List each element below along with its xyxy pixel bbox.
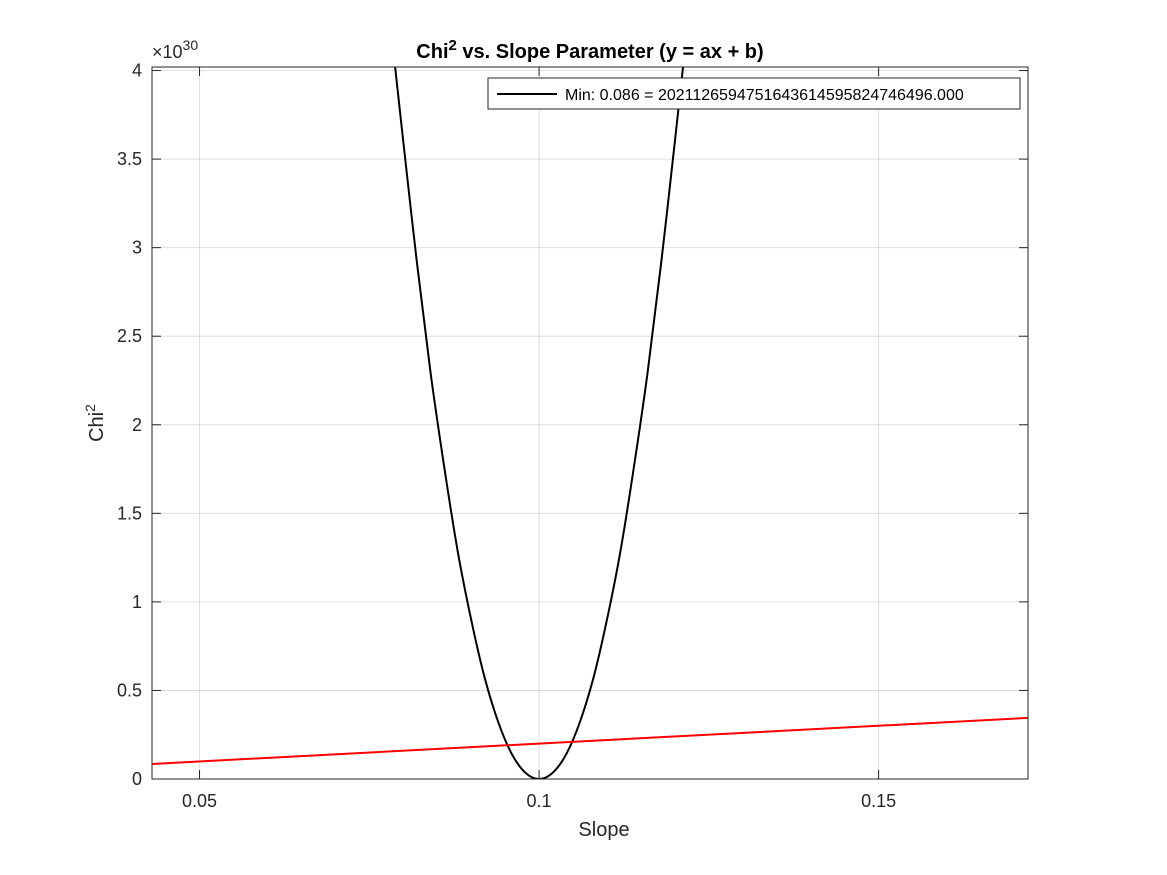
- y-exponent-label: ×1030: [152, 37, 198, 62]
- plot-border: [151, 66, 1029, 780]
- x-grid: [199, 67, 880, 779]
- y-tick-label: 1.5: [117, 503, 142, 523]
- y-tick-label: 4: [132, 61, 142, 81]
- y-grid: [152, 70, 1028, 780]
- y-tick-label: 0: [132, 769, 142, 789]
- y-exponent-value: 30: [183, 37, 199, 53]
- legend-box: [487, 77, 1021, 110]
- legend: Min: 0.086 = 202112659475164361459582474…: [487, 77, 1021, 110]
- x-ticks: 0.05 0.1 0.15: [182, 67, 896, 811]
- y-ticks: 0 0.5 1 1.5 2 2.5 3 3.5 4: [117, 61, 1028, 789]
- chart-title-main: Chi: [416, 41, 448, 63]
- chart-title: Chi2 vs. Slope Parameter (y = ax + b): [416, 37, 763, 63]
- y-tick-label: 2: [132, 415, 142, 435]
- plot-area: [152, 67, 1028, 779]
- chart-title-rest: vs. Slope Parameter (y = ax + b): [457, 41, 764, 63]
- y-tick-label: 0.5: [117, 680, 142, 700]
- x-tick-label: 0.1: [527, 791, 552, 811]
- y-axis-label: Chi2: [82, 404, 108, 442]
- x-tick-label: 0.05: [182, 791, 217, 811]
- chi2-curve-line: [394, 67, 685, 779]
- x-tick-label: 0.15: [861, 791, 896, 811]
- legend-entry-label: Min: 0.086 = 202112659475164361459582474…: [565, 87, 964, 104]
- chart-title-sup: 2: [449, 37, 457, 54]
- y-tick-label: 3.5: [117, 149, 142, 169]
- y-exponent-prefix: ×10: [152, 42, 183, 62]
- x-axis-label: Slope: [578, 819, 629, 841]
- y-tick-label: 2.5: [117, 326, 142, 346]
- y-tick-label: 1: [132, 592, 142, 612]
- series-layer: [152, 67, 1028, 779]
- y-tick-label: 3: [132, 238, 142, 258]
- threshold-line: [152, 716, 1028, 765]
- y-axis-label-sup: 2: [82, 404, 98, 412]
- y-axis-label-main: Chi: [86, 412, 108, 442]
